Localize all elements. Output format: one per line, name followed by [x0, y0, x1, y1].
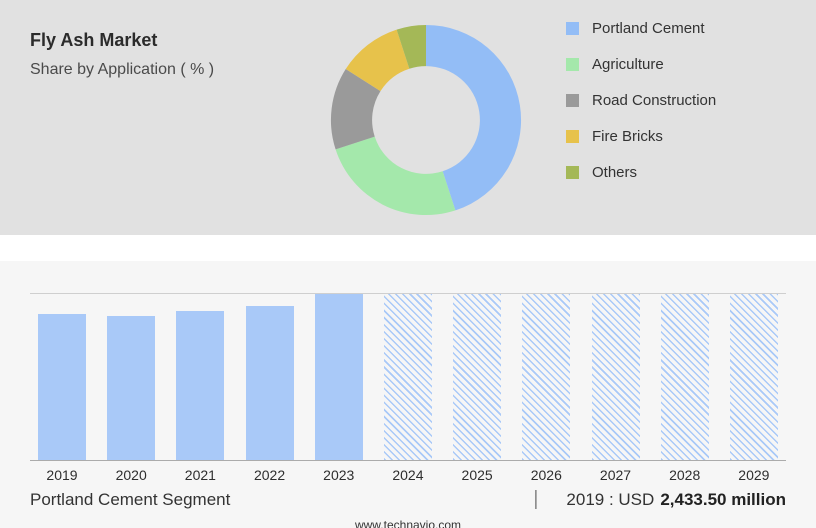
donut-segment-agriculture: [335, 136, 456, 216]
legend-swatch: [566, 166, 579, 179]
history-bar-2019: [38, 313, 86, 460]
stat-value: 2,433.50 million: [660, 490, 786, 509]
legend-label: Agriculture: [592, 56, 664, 73]
donut-segment-others: [396, 24, 426, 69]
legend-item-fire-bricks: Fire Bricks: [566, 128, 716, 145]
legend-label: Fire Bricks: [592, 128, 663, 145]
chart-legend: Portland Cement Agriculture Road Construct…: [566, 20, 716, 200]
share-section: Fly Ash Market Share by Application ( % …: [0, 0, 816, 235]
donut-segment-portland-cement: [426, 24, 522, 211]
legend-item-others: Others: [566, 164, 716, 181]
x-axis-labels: 2019 2020 2021 2022 2023 2024 2025 2026 2027 2028…: [30, 467, 786, 483]
legend-swatch: [566, 22, 579, 35]
x-axis-label-2021: 2021: [184, 467, 216, 483]
title-block: Fly Ash Market Share by Application ( % …: [0, 0, 328, 79]
legend-swatch: [566, 94, 579, 107]
legend-item-road-construction: Road Construction: [566, 92, 716, 109]
legend-swatch: [566, 58, 579, 71]
x-axis-label-2028: 2028: [669, 467, 701, 483]
forecast-bar-2028: [660, 294, 709, 460]
legend-item-portland-cement: Portland Cement: [566, 20, 716, 37]
donut-segment-fire-bricks: [345, 29, 410, 92]
history-bar-2021: [176, 310, 225, 460]
donut-chart-svg: [330, 24, 522, 216]
donut-segment-road-construction: [330, 69, 381, 150]
forecast-bar-2029: [729, 294, 778, 460]
section-divider: [0, 235, 816, 261]
page-subtitle: Share by Application ( % ): [30, 61, 215, 78]
forecast-bar-2025: [453, 294, 502, 460]
website-url: www.technavio.com: [354, 518, 462, 528]
legend-swatch: [566, 130, 579, 143]
x-axis-label-2026: 2026: [530, 467, 562, 483]
x-axis-label-2019: 2019: [46, 467, 78, 483]
stat-group: | 2019 : USD 2,433.50 million: [533, 488, 786, 511]
segment-label: Portland Cement Segment: [30, 490, 231, 509]
history-bar-2020: [107, 316, 156, 460]
x-axis-label-2023: 2023: [323, 467, 355, 483]
history-bar-2022: [245, 305, 294, 460]
legend-item-agriculture: Agriculture: [566, 56, 716, 73]
legend-label: Others: [592, 164, 638, 181]
forecast-bar-2027: [591, 294, 640, 460]
x-axis-label-2020: 2020: [115, 467, 147, 483]
donut-chart: [328, 22, 524, 218]
x-axis-label-2025: 2025: [461, 467, 493, 483]
forecast-bar-2024: [383, 294, 432, 460]
forecast-bar-2026: [522, 294, 571, 460]
separator: |: [533, 488, 539, 510]
site-row: www.technavio.com: [0, 516, 816, 528]
legend-label: Road Construction: [592, 92, 717, 109]
history-bar-2023: [314, 294, 363, 460]
page-title: Fly Ash Market: [30, 30, 158, 50]
x-axis-label-2022: 2022: [253, 467, 286, 483]
x-axis-label-2027: 2027: [599, 467, 632, 483]
stat-prefix: 2019 : USD: [566, 490, 655, 509]
x-axis-label-2024: 2024: [392, 467, 424, 483]
legend-label: Portland Cement: [592, 20, 705, 37]
bar-plot-area: [30, 293, 786, 461]
x-axis-label-2029: 2029: [738, 467, 770, 483]
footer-row: Portland Cement Segment | 2019 : USD 2,4…: [30, 488, 786, 511]
bar-chart: 2019 2020 2021 2022 2023 2024 2025 2026 2027 2028…: [30, 293, 786, 483]
